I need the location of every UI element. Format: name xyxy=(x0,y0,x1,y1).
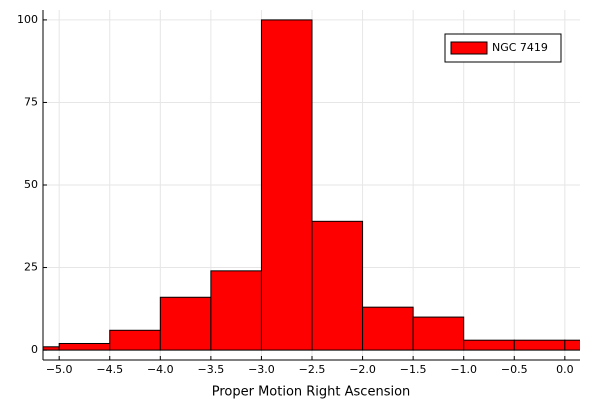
y-tick-label: 50 xyxy=(24,178,38,191)
legend: NGC 7419 xyxy=(444,33,562,63)
y-tick-label: 25 xyxy=(24,261,38,274)
x-tick-label: −5.0 xyxy=(46,363,73,376)
histogram-bar xyxy=(564,339,580,351)
histogram-bar xyxy=(159,296,212,351)
x-tick-label: −2.5 xyxy=(299,363,326,376)
x-axis-label: Proper Motion Right Ascension xyxy=(212,385,411,400)
histogram-bar xyxy=(210,270,262,351)
y-tick-label: 75 xyxy=(24,95,38,108)
histogram-bar xyxy=(58,342,111,351)
y-tick-label: 100 xyxy=(17,13,38,26)
x-tick-label: 0.0 xyxy=(556,363,574,376)
y-tick-label: 0 xyxy=(31,343,38,356)
legend-swatch xyxy=(450,41,488,55)
x-tick-label: −3.5 xyxy=(198,363,225,376)
x-tick-label: −1.5 xyxy=(400,363,427,376)
histogram-bar xyxy=(260,19,313,351)
histogram-bar xyxy=(463,339,515,351)
x-tick-label: −4.0 xyxy=(147,363,174,376)
bars xyxy=(43,19,580,351)
histogram-bar xyxy=(109,329,161,351)
histogram-bar xyxy=(513,339,566,351)
histogram-bar xyxy=(311,220,364,351)
axes: −5.0 −4.5 −4.0 −3.5 −3.0 −2.5 −2.0 −1.5 −1.0 −0.5… xyxy=(17,10,580,376)
x-tick-label: −1.0 xyxy=(450,363,477,376)
histogram-bar xyxy=(412,316,465,351)
histogram-bar xyxy=(362,306,414,351)
x-tick-label: −2.0 xyxy=(349,363,376,376)
legend-label: NGC 7419 xyxy=(492,41,548,54)
x-tick-label: −3.0 xyxy=(248,363,275,376)
x-tick-label: −4.5 xyxy=(96,363,123,376)
x-tick-label: −0.5 xyxy=(501,363,528,376)
